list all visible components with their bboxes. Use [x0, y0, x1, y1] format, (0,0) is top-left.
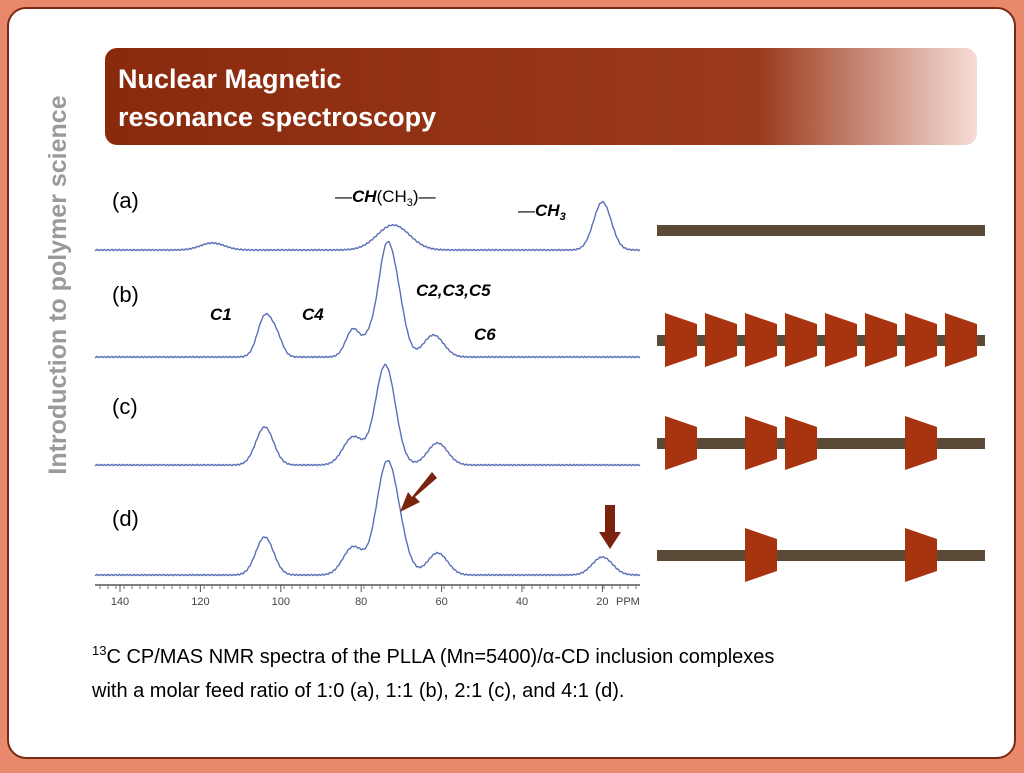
peak-label-part: )—	[413, 187, 436, 206]
chain	[657, 335, 985, 346]
title-line: Nuclear Magnetic	[118, 64, 342, 94]
header-bar	[105, 48, 977, 145]
panel-label: (b)	[112, 282, 139, 307]
arrow	[599, 505, 621, 549]
tick-label: 40	[516, 596, 528, 608]
tick-label: 100	[272, 596, 290, 608]
chains	[657, 225, 985, 582]
cyclodextrin	[825, 313, 857, 367]
peak-label-part: CH	[352, 187, 377, 206]
cyclodextrin	[865, 313, 897, 367]
cyclodextrin	[705, 313, 737, 367]
arrow	[400, 472, 437, 512]
peak-label: C2,C3,C5	[416, 281, 491, 300]
panel-label: (c)	[112, 394, 138, 419]
spectrum	[94, 240, 641, 359]
peak-label-part: (CH	[377, 187, 407, 206]
sidebar-title: Introduction to polymer science	[44, 95, 72, 474]
chain	[657, 550, 985, 561]
cyclodextrin	[905, 416, 937, 470]
spectrum	[94, 200, 641, 252]
panel-label: (a)	[112, 188, 139, 213]
peak-label-part: CH	[535, 201, 560, 220]
peak-label: C4	[302, 305, 324, 324]
title-line: resonance spectroscopy	[118, 102, 436, 132]
cyclodextrin	[905, 313, 937, 367]
cyclodextrin	[745, 528, 777, 582]
tick-label: 60	[435, 596, 447, 608]
peak-label: —CH(CH3)—	[335, 187, 436, 209]
caption-text: C CP/MAS NMR spectra of the PLLA (Mn=540…	[106, 646, 774, 668]
tick-label: 120	[191, 596, 209, 608]
cyclodextrin	[785, 416, 817, 470]
axis-ticks: 140 120 100 80 60 40 20	[99, 585, 637, 608]
peak-label-part: —	[518, 201, 535, 220]
cyclodextrin	[945, 313, 977, 367]
peak-label: —CH3	[518, 201, 566, 223]
peak-label-part: 3	[560, 211, 566, 223]
cyclodextrin	[905, 528, 937, 582]
peak-label-part: 3	[407, 197, 413, 209]
chain	[657, 225, 985, 236]
cyclodextrin	[745, 313, 777, 367]
peak-label: C6	[474, 325, 496, 344]
chain	[657, 438, 985, 449]
caption-sup: 13	[92, 643, 106, 658]
peak-label: C1	[210, 305, 232, 324]
tick-label: 20	[596, 596, 608, 608]
tick-label: 80	[355, 596, 367, 608]
spectrum	[94, 363, 641, 467]
spectrum	[94, 459, 641, 577]
cyclodextrin	[665, 416, 697, 470]
panel-label: (d)	[112, 506, 139, 531]
peak-label-part: —	[335, 187, 352, 206]
cyclodextrin	[665, 313, 697, 367]
cyclodextrin	[785, 313, 817, 367]
tick-label: 140	[111, 596, 129, 608]
cyclodextrin	[745, 416, 777, 470]
caption: 13C CP/MAS NMR spectra of the PLLA (Mn=5…	[92, 643, 774, 668]
caption: with a molar feed ratio of 1:0 (a), 1:1 …	[91, 680, 624, 702]
spectra	[94, 200, 641, 577]
axis-unit: PPM	[616, 596, 640, 608]
